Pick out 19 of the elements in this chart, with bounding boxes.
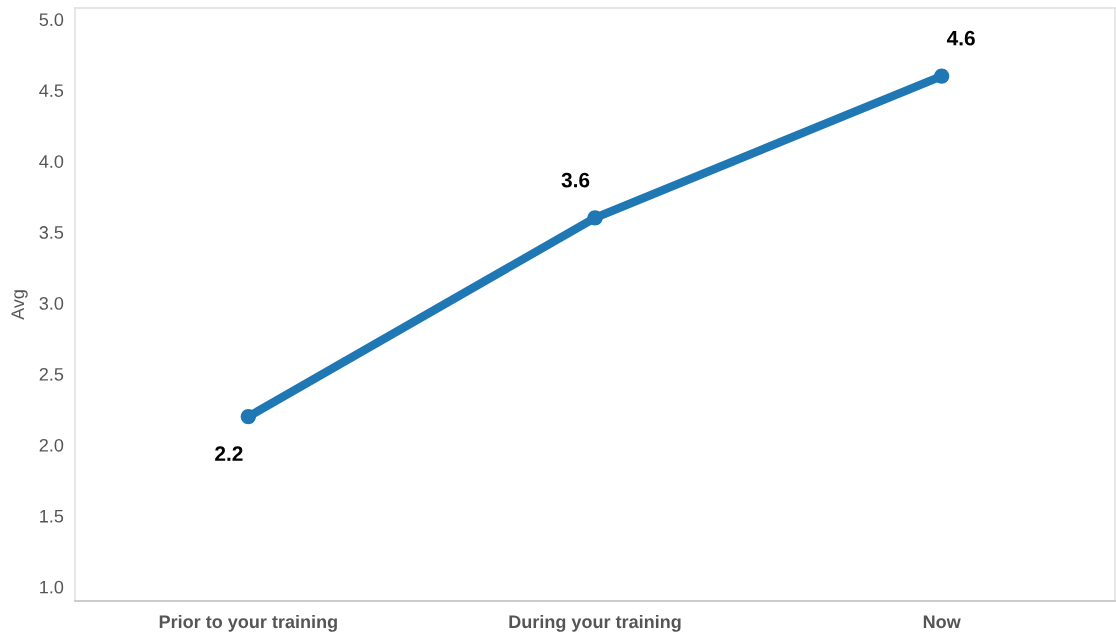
y-tick-label: 3.0 (39, 297, 64, 310)
y-tick-label: 2.0 (39, 438, 64, 452)
y-tick-label: 4.5 (39, 84, 64, 97)
y-tick-label: 4.0 (39, 155, 64, 168)
y-tick-label: 5.0 (39, 13, 64, 27)
data-label: 3.6 (561, 172, 590, 188)
y-tick-label: 1.5 (40, 510, 64, 523)
data-label: 2.2 (215, 446, 243, 461)
point (240, 408, 256, 425)
y-tick-label: 3.5 (39, 226, 64, 239)
y-tick-label: 2.5 (39, 367, 64, 381)
data-label: 4.6 (946, 30, 975, 46)
y-axis-title: Avg (11, 290, 28, 320)
y-tick-label: 1.0 (40, 580, 64, 594)
x-tick-label: During your training (509, 614, 681, 632)
x-tick-label: Prior to your training (159, 614, 337, 632)
x-tick-label: Now (923, 615, 961, 629)
point (934, 68, 950, 84)
point (587, 210, 603, 226)
